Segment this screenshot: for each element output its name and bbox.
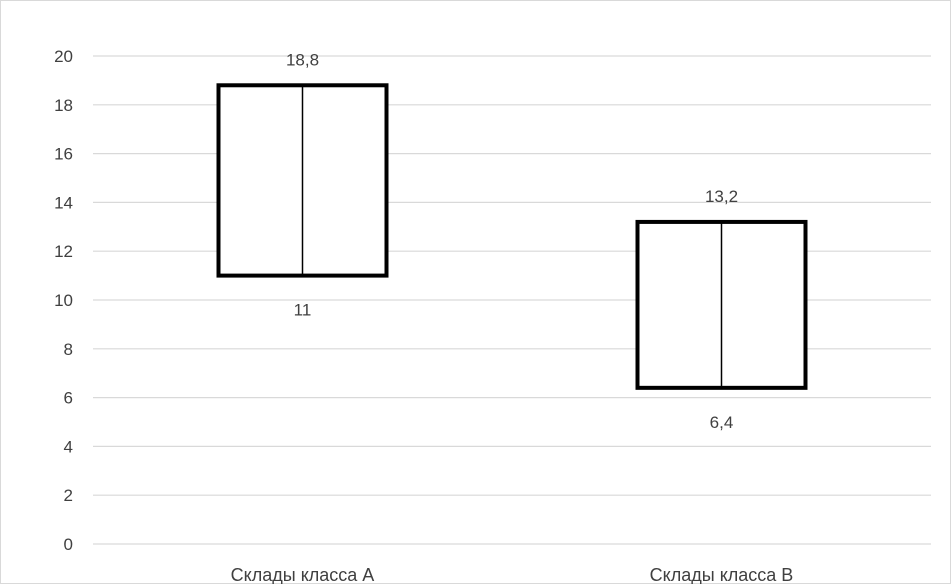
- y-tick-label: 18: [54, 96, 73, 115]
- y-tick-label: 0: [64, 535, 73, 554]
- data-labels: 18,8 11 13,2 6,4: [286, 50, 738, 432]
- y-tick-label: 8: [64, 340, 73, 359]
- y-tick-label: 4: [64, 437, 73, 456]
- low-value-label: 11: [294, 301, 312, 320]
- x-category-label: Склады класса В: [650, 565, 794, 584]
- x-axis-ticks: Склады класса А Склады класса В: [231, 565, 794, 584]
- y-tick-label: 2: [64, 486, 73, 505]
- x-category-label: Склады класса А: [231, 565, 375, 584]
- low-value-label: 6,4: [710, 413, 734, 432]
- y-tick-label: 20: [54, 47, 73, 66]
- y-axis-ticks: 0 2 4 6 8 10 12 14 16 18 20: [54, 47, 73, 554]
- high-value-label: 13,2: [705, 187, 738, 206]
- y-tick-label: 12: [54, 242, 73, 261]
- y-tick-label: 14: [54, 193, 73, 212]
- y-tick-label: 6: [64, 389, 73, 408]
- high-value-label: 18,8: [286, 50, 319, 69]
- range-boxes: [216, 83, 808, 390]
- y-tick-label: 10: [54, 291, 73, 310]
- y-tick-label: 16: [54, 145, 73, 164]
